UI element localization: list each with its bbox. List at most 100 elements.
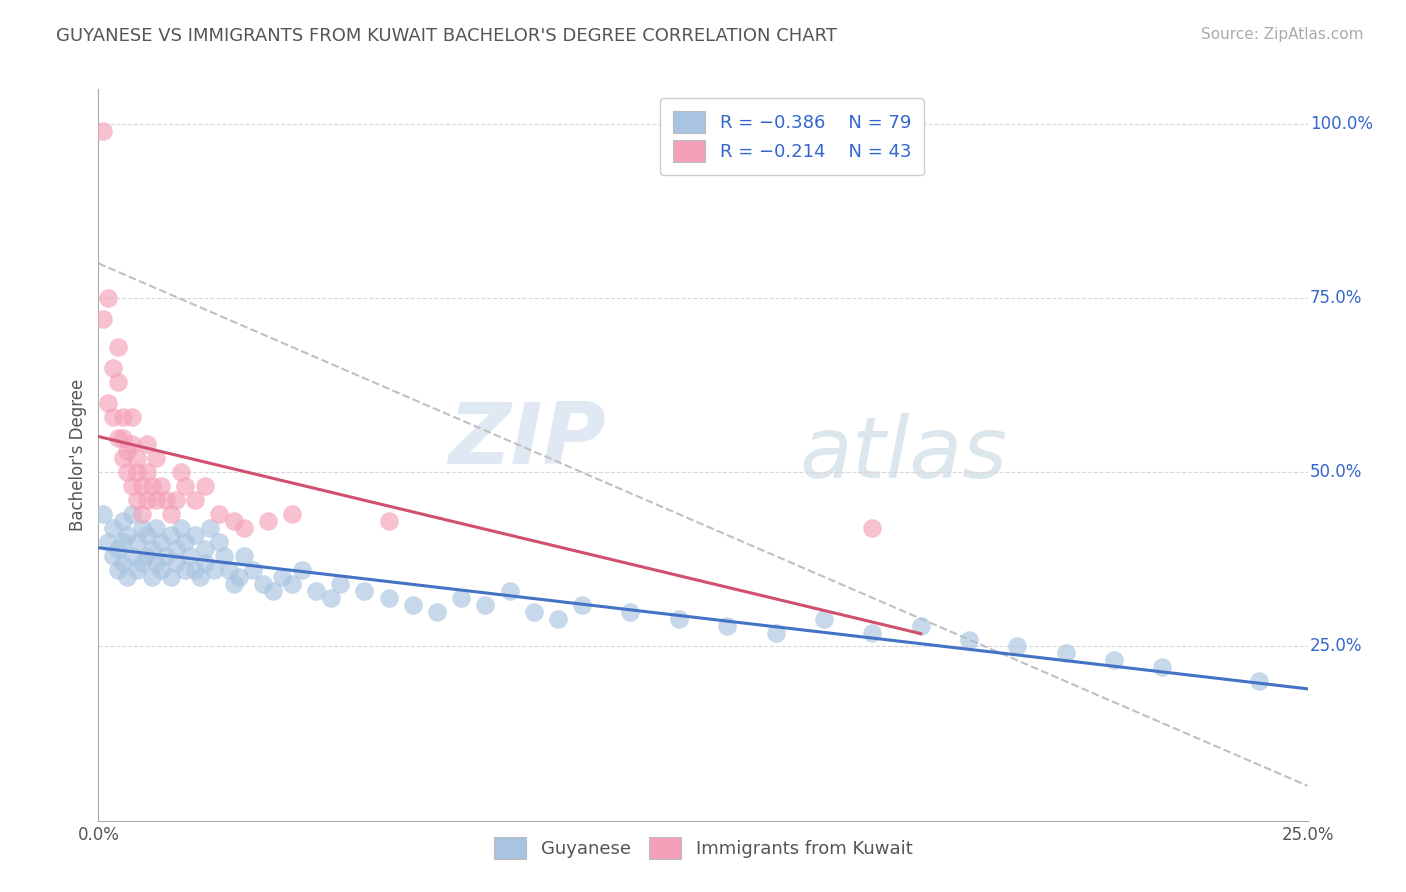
Point [242,563,264,577]
Point [160,528,183,542]
Point [165,556,187,570]
Point [127,563,149,577]
Point [91,312,114,326]
Point [107,563,129,577]
Point [127,493,149,508]
Point [184,563,207,577]
Point [160,570,183,584]
Point [117,570,139,584]
Point [498,583,520,598]
Point [111,535,134,549]
Point [523,605,546,619]
Point [121,507,143,521]
Point [131,507,153,521]
Point [179,549,201,563]
Point [135,493,157,508]
Point [127,535,149,549]
Point [107,375,129,389]
Point [910,618,932,632]
Point [426,605,449,619]
Point [450,591,472,605]
Point [169,466,191,480]
Point [131,556,153,570]
Point [668,612,690,626]
Point [222,514,245,528]
Point [111,514,134,528]
Point [111,451,134,466]
Point [1152,660,1174,674]
Point [474,598,496,612]
Point [208,507,231,521]
Point [174,535,197,549]
Point [232,521,254,535]
Point [212,549,235,563]
Text: 50.0%: 50.0% [1310,463,1362,482]
Point [194,556,217,570]
Point [135,437,157,451]
Point [619,605,641,619]
Point [194,541,217,556]
Point [121,437,143,451]
Y-axis label: Bachelor's Degree: Bachelor's Degree [69,379,87,531]
Point [860,625,883,640]
Point [111,409,134,424]
Point [145,493,167,508]
Point [121,479,143,493]
Point [141,570,163,584]
Text: atlas: atlas [800,413,1008,497]
Point [232,549,254,563]
Point [145,451,167,466]
Point [141,541,163,556]
Point [765,625,787,640]
Point [107,541,129,556]
Point [402,598,425,612]
Point [91,507,114,521]
Text: Source: ZipAtlas.com: Source: ZipAtlas.com [1201,27,1364,42]
Point [165,541,187,556]
Point [135,549,157,563]
Point [101,521,124,535]
Point [184,528,207,542]
Point [111,556,134,570]
Point [290,563,312,577]
Point [131,479,153,493]
Point [107,340,129,354]
Point [150,535,173,549]
Point [271,570,294,584]
Point [1054,647,1077,661]
Point [319,591,342,605]
Point [222,576,245,591]
Point [117,466,139,480]
Point [256,514,278,528]
Point [208,535,231,549]
Point [174,563,197,577]
Legend: Guyanese, Immigrants from Kuwait: Guyanese, Immigrants from Kuwait [486,830,920,866]
Point [547,612,569,626]
Point [262,583,284,598]
Point [145,556,167,570]
Text: GUYANESE VS IMMIGRANTS FROM KUWAIT BACHELOR'S DEGREE CORRELATION CHART: GUYANESE VS IMMIGRANTS FROM KUWAIT BACHE… [56,27,837,45]
Point [377,514,399,528]
Point [107,430,129,444]
Point [305,583,328,598]
Point [97,291,120,305]
Point [111,430,134,444]
Point [101,360,124,375]
Point [957,632,980,647]
Point [377,591,399,605]
Point [97,535,120,549]
Point [1249,674,1271,689]
Point [1007,640,1029,654]
Text: 25.0%: 25.0% [1310,638,1362,656]
Point [101,409,124,424]
Point [121,409,143,424]
Point [194,479,217,493]
Point [198,521,221,535]
Point [117,444,139,458]
Point [91,124,114,138]
Point [131,521,153,535]
Point [117,528,139,542]
Point [281,507,304,521]
Text: ZIP: ZIP [449,399,606,482]
Point [135,528,157,542]
